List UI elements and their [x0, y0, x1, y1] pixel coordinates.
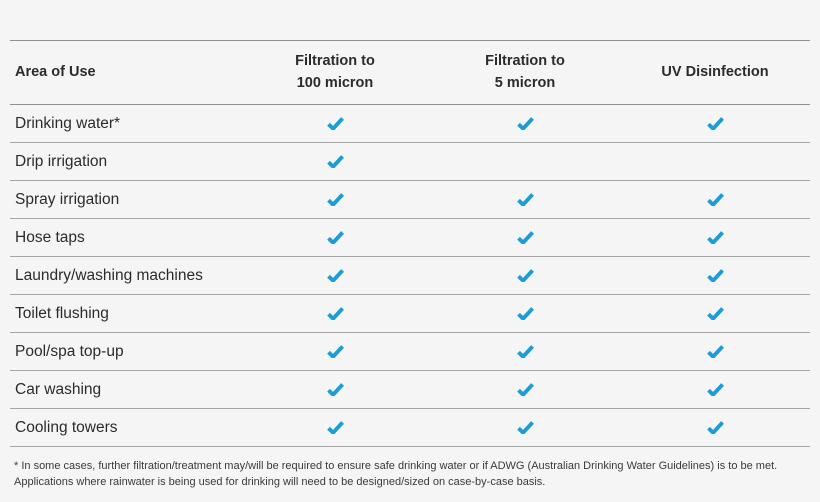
table-row: Cooling towers — [10, 409, 810, 447]
header-uv-disinfection: UV Disinfection — [661, 63, 769, 80]
check-icon — [706, 268, 724, 282]
check-cell — [240, 343, 430, 361]
table-row: Laundry/washing machines — [10, 257, 810, 295]
check-icon — [516, 344, 534, 358]
check-icon — [516, 230, 534, 244]
table-row: Drip irrigation — [10, 143, 810, 181]
check-icon — [516, 306, 534, 320]
check-icon — [516, 116, 534, 130]
check-icon — [326, 192, 344, 206]
check-icon — [516, 420, 534, 434]
check-icon — [706, 116, 724, 130]
check-cell — [430, 153, 620, 171]
check-icon — [516, 192, 534, 206]
header-area-of-use: Area of Use — [15, 63, 96, 80]
header-filtration-100-micron: Filtration to 100 micron — [295, 53, 375, 91]
check-cell — [240, 419, 430, 437]
table-row: Car washing — [10, 371, 810, 409]
check-cell — [240, 381, 430, 399]
table-row: Spray irrigation — [10, 181, 810, 219]
check-icon — [326, 230, 344, 244]
check-icon — [326, 306, 344, 320]
check-cell — [620, 381, 810, 399]
table-body: Drinking water* Drip irrigation — [10, 105, 810, 447]
check-icon — [326, 154, 344, 168]
check-cell — [430, 229, 620, 247]
check-icon — [516, 382, 534, 396]
check-cell — [620, 267, 810, 285]
check-cell — [620, 229, 810, 247]
table-row: Toilet flushing — [10, 295, 810, 333]
table-row: Hose taps — [10, 219, 810, 257]
check-cell — [240, 267, 430, 285]
check-cell — [620, 191, 810, 209]
check-icon — [706, 306, 724, 320]
row-label: Cooling towers — [15, 418, 118, 436]
row-label: Hose taps — [15, 228, 85, 246]
table-row: Drinking water* — [10, 105, 810, 143]
check-cell — [430, 343, 620, 361]
check-cell — [430, 191, 620, 209]
row-label: Drinking water* — [15, 114, 121, 132]
check-cell — [430, 419, 620, 437]
treatment-comparison-table: Area of Use Filtration to 100 micron Fil… — [10, 40, 810, 447]
check-icon — [326, 268, 344, 282]
row-label: Laundry/washing machines — [15, 266, 203, 284]
check-icon — [706, 382, 724, 396]
check-icon — [706, 420, 724, 434]
check-icon — [706, 344, 724, 358]
check-cell — [240, 191, 430, 209]
row-label: Pool/spa top-up — [15, 342, 124, 360]
row-label: Drip irrigation — [15, 152, 108, 170]
check-cell — [430, 381, 620, 399]
check-cell — [430, 305, 620, 323]
check-cell — [430, 267, 620, 285]
row-label: Car washing — [15, 380, 102, 398]
check-cell — [240, 305, 430, 323]
check-icon — [326, 344, 344, 358]
table-header-row: Area of Use Filtration to 100 micron Fil… — [10, 40, 810, 105]
check-cell — [620, 115, 810, 133]
check-cell — [620, 153, 810, 171]
check-icon — [326, 116, 344, 130]
check-cell — [620, 419, 810, 437]
footnote: * In some cases, further filtration/trea… — [14, 460, 778, 488]
check-cell — [430, 115, 620, 133]
check-icon — [706, 230, 724, 244]
check-cell — [620, 305, 810, 323]
check-icon — [326, 420, 344, 434]
check-cell — [240, 115, 430, 133]
check-cell — [240, 229, 430, 247]
check-cell — [240, 153, 430, 171]
header-filtration-5-micron: Filtration to 5 micron — [485, 53, 565, 91]
check-icon — [326, 382, 344, 396]
check-icon — [516, 268, 534, 282]
check-cell — [620, 343, 810, 361]
check-icon — [706, 192, 724, 206]
row-label: Spray irrigation — [15, 190, 120, 208]
row-label: Toilet flushing — [15, 304, 109, 322]
table-row: Pool/spa top-up — [10, 333, 810, 371]
